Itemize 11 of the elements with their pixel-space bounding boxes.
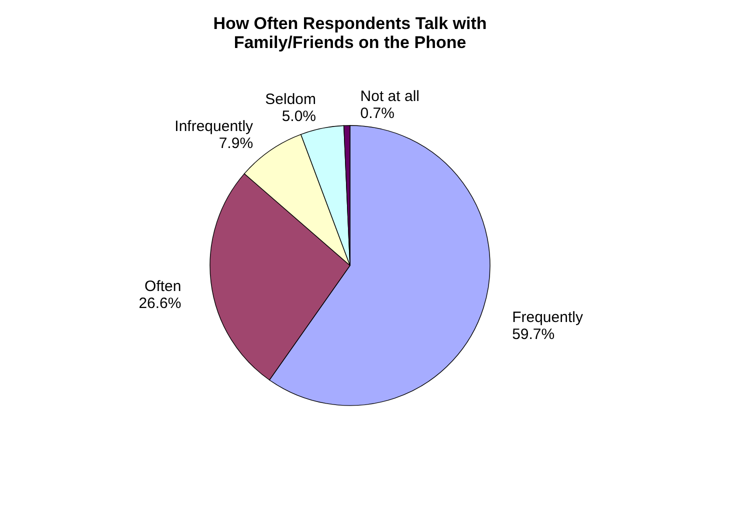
data-label: 26.6%	[138, 295, 182, 312]
data-label: 0.7%	[360, 104, 394, 122]
chart-title: How Often Respondents Talk with Family/Friends on the Phone	[213, 14, 487, 52]
slice-label: Frequently	[512, 308, 584, 326]
slice-label: Not at all	[360, 88, 420, 105]
data-label: 5.0%	[282, 108, 316, 125]
data-label: 7.9%	[218, 134, 254, 152]
slice-label: Infrequently	[174, 118, 254, 135]
slice-label: Often	[144, 278, 182, 296]
data-label: 59.7%	[512, 326, 555, 343]
slice-label: Seldom	[265, 90, 316, 108]
